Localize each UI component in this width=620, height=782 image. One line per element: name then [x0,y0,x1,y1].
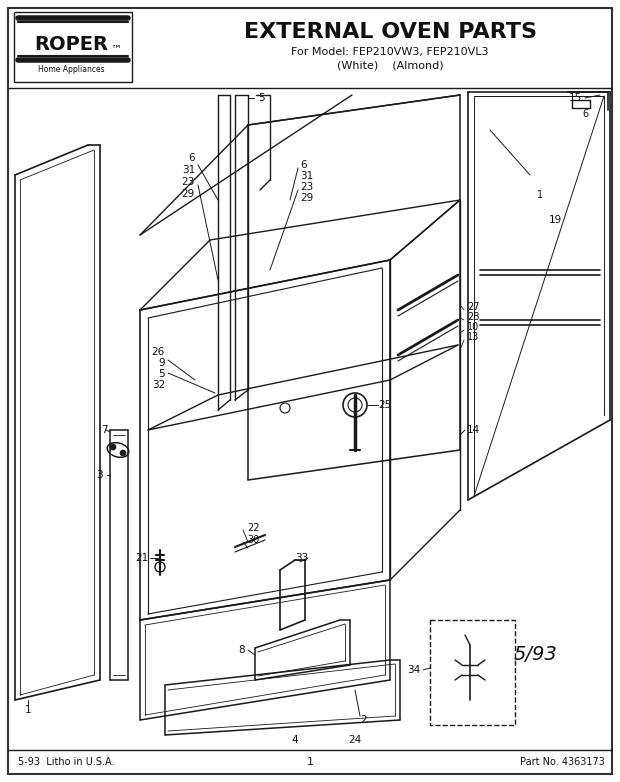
Text: 5: 5 [158,369,165,379]
Text: 21: 21 [135,553,148,563]
Text: 19: 19 [548,215,562,225]
Text: ROPER: ROPER [34,35,108,55]
Text: 1: 1 [25,705,32,715]
Text: 23: 23 [300,182,313,192]
Text: 27: 27 [467,302,479,312]
Text: 6: 6 [582,109,588,119]
Text: 3: 3 [96,470,103,480]
Text: 5: 5 [258,93,265,103]
Text: 28: 28 [467,312,479,322]
Text: 1: 1 [306,757,314,767]
Text: 10: 10 [467,322,479,332]
Text: 31: 31 [300,171,313,181]
Text: 1: 1 [537,190,543,200]
Text: 14: 14 [467,425,480,435]
Circle shape [120,450,126,456]
Text: For Model: FEP210VW3, FEP210VL3: For Model: FEP210VW3, FEP210VL3 [291,47,489,57]
Text: 25: 25 [378,400,392,410]
Text: 8: 8 [238,645,245,655]
Ellipse shape [107,443,129,457]
Text: 22: 22 [247,523,260,533]
Text: 15: 15 [569,93,582,103]
Text: EXTERNAL OVEN PARTS: EXTERNAL OVEN PARTS [244,22,536,42]
Text: 29: 29 [182,189,195,199]
Bar [430,620,515,725]
Text: Home Appliances: Home Appliances [38,66,104,74]
Text: 5/93: 5/93 [513,645,557,665]
Circle shape [110,444,116,450]
Text: 26: 26 [152,347,165,357]
Text: 23: 23 [182,177,195,187]
Text: 34: 34 [407,665,420,675]
Text: 6: 6 [188,153,195,163]
Text: 5-93  Litho in U.S.A.: 5-93 Litho in U.S.A. [18,757,115,767]
Text: 33: 33 [295,553,308,563]
Text: 31: 31 [182,165,195,175]
Text: Part No. 4363173: Part No. 4363173 [520,757,605,767]
Text: (White)    (Almond): (White) (Almond) [337,60,443,70]
Text: 30: 30 [247,535,259,545]
Text: 29: 29 [300,193,313,203]
Text: 24: 24 [348,735,361,745]
Text: 9: 9 [158,358,165,368]
Text: 32: 32 [152,380,165,390]
Bar [14,12,132,82]
Text: 4: 4 [291,735,298,745]
Text: 2: 2 [360,715,366,725]
Text: ™: ™ [110,45,122,55]
Text: 6: 6 [300,160,307,170]
Text: 13: 13 [467,332,479,342]
Text: 7: 7 [102,425,108,435]
